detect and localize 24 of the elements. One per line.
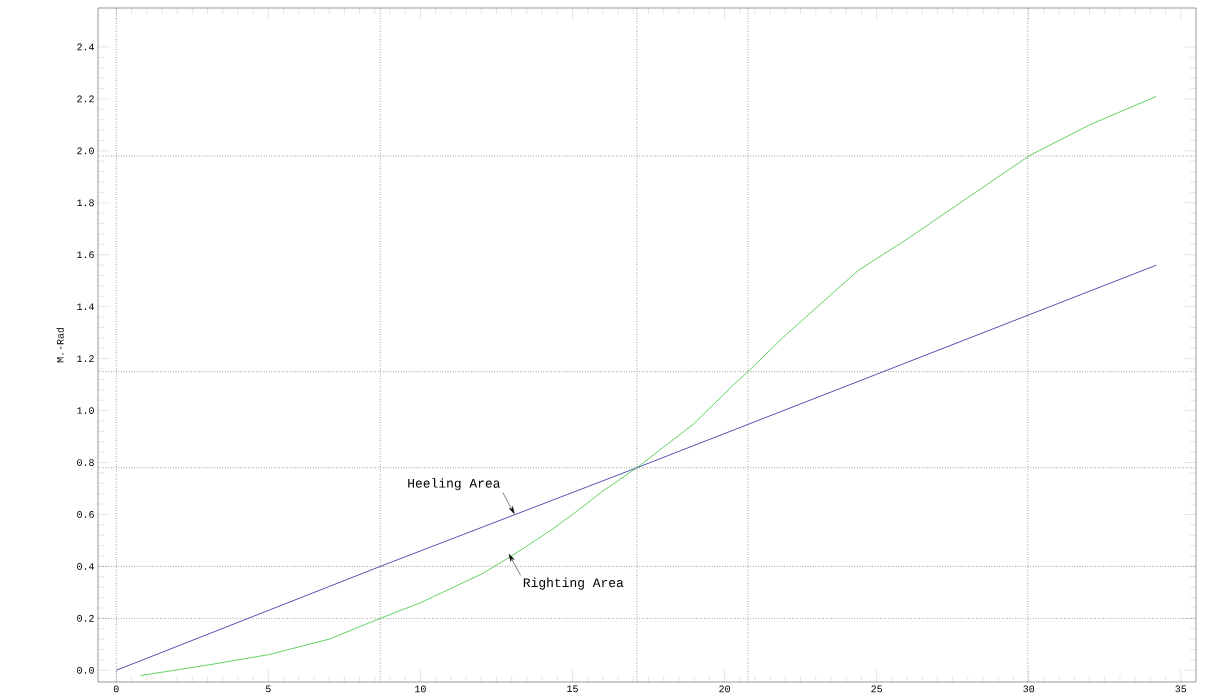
y-tick-label: 0.4 — [77, 563, 94, 570]
annotation: Heeling Area — [408, 478, 501, 491]
y-axis-title: M.-Rad — [56, 327, 64, 363]
y-tick-label: 0.2 — [77, 614, 94, 622]
y-tick-label: 1.0 — [77, 407, 94, 414]
y-tick-label: 2.2 — [77, 95, 94, 103]
x-tick-label: 10 — [415, 685, 426, 693]
y-tick-label: 1.8 — [77, 199, 94, 207]
y-tick-label: 1.2 — [77, 355, 94, 362]
x-tick-label: 5 — [265, 685, 271, 693]
x-tick-label: 15 — [567, 685, 578, 693]
y-tick-label: 2.0 — [77, 147, 94, 155]
x-tick-label: 35 — [1175, 685, 1187, 693]
y-tick-label: 1.6 — [77, 251, 94, 259]
x-tick-label: 30 — [1023, 685, 1035, 693]
annotation: Righting Area — [523, 577, 624, 590]
y-tick-label: 1.4 — [77, 303, 94, 310]
y-tick-label: 0.6 — [77, 511, 94, 518]
x-tick-label: 25 — [871, 685, 882, 693]
y-tick-label: 2.4 — [77, 43, 94, 51]
x-tick-label: 20 — [719, 685, 730, 693]
y-tick-label: 0.0 — [77, 666, 94, 674]
y-tick-label: 0.8 — [77, 459, 94, 466]
x-tick-label: 0 — [113, 685, 119, 693]
